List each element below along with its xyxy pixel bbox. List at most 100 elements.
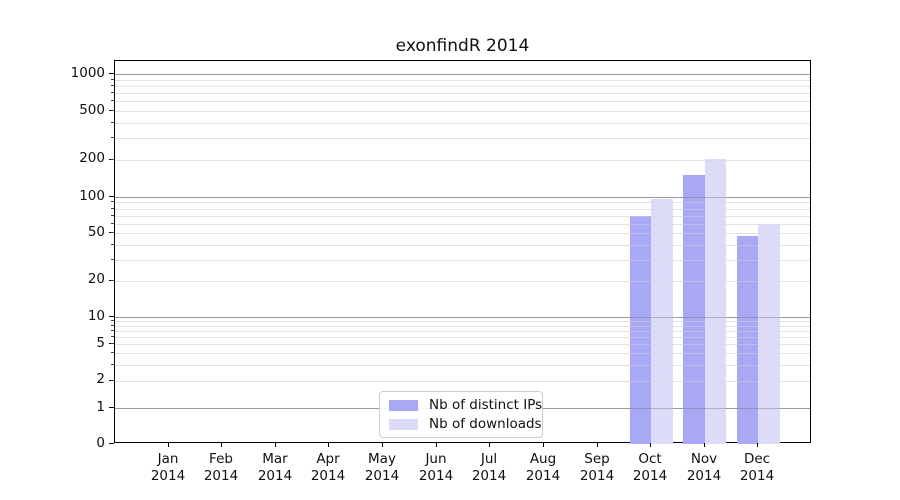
gridline-minor xyxy=(115,353,810,354)
gridline-minor xyxy=(115,245,810,246)
x-tick-mark xyxy=(436,443,437,447)
x-tick-label: Nov 2014 xyxy=(686,451,722,484)
y-tick-mark-minor xyxy=(111,85,114,86)
y-tick-mark-minor xyxy=(111,110,114,111)
y-tick-mark-minor xyxy=(111,352,114,353)
gridline-minor xyxy=(115,216,810,217)
gridline-major xyxy=(115,74,810,75)
gridline-minor xyxy=(115,344,810,345)
y-tick-mark-minor xyxy=(111,122,114,123)
gridline-minor xyxy=(115,111,810,112)
x-tick-mark xyxy=(221,443,222,447)
y-tick-mark-minor xyxy=(111,364,114,365)
gridline-major xyxy=(115,317,810,318)
gridline-minor xyxy=(115,344,810,345)
bar-downloads-nov xyxy=(704,158,727,444)
gridline-minor xyxy=(115,281,810,282)
y-tick-label: 0 xyxy=(96,435,105,451)
gridline-minor xyxy=(115,160,810,161)
x-tick-mark xyxy=(543,443,544,447)
y-tick-mark-minor xyxy=(111,92,114,93)
x-tick-mark xyxy=(597,443,598,447)
gridline-minor xyxy=(115,281,810,282)
y-tick-mark-minor xyxy=(111,79,114,80)
x-tick-label: Sep 2014 xyxy=(579,451,615,484)
gridline-major xyxy=(115,317,810,318)
y-tick-label: 1000 xyxy=(70,65,105,81)
gridlines-overlay xyxy=(115,61,810,442)
gridline-minor xyxy=(115,365,810,366)
gridline-minor xyxy=(115,233,810,234)
y-tick-mark-minor xyxy=(111,201,114,202)
gridline-minor xyxy=(115,337,810,338)
gridline-minor xyxy=(115,216,810,217)
gridline-minor xyxy=(115,321,810,322)
x-tick-label: Jun 2014 xyxy=(418,451,454,484)
bar-distinct-ips-oct xyxy=(629,215,652,444)
gridlines-layer xyxy=(115,61,810,442)
y-tick-label: 5 xyxy=(96,335,105,351)
gridline-minor xyxy=(115,233,810,234)
gridline-minor xyxy=(115,260,810,261)
legend-swatch-downloads-icon xyxy=(389,418,418,430)
gridline-minor xyxy=(115,138,810,139)
gridline-major xyxy=(115,197,810,198)
bar-downloads-dec xyxy=(758,223,780,444)
bar-downloads-oct xyxy=(651,199,673,444)
x-tick-mark xyxy=(275,443,276,447)
legend-item-downloads: Nb of downloads xyxy=(389,416,542,432)
y-tick-label: 100 xyxy=(79,188,105,204)
bar-distinct-ips-nov xyxy=(683,175,705,444)
gridline-minor xyxy=(115,160,810,161)
gridline-minor xyxy=(115,245,810,246)
y-tick-label: 2 xyxy=(96,371,105,387)
gridline-minor xyxy=(115,209,810,210)
x-tick-mark xyxy=(168,443,169,447)
x-tick-mark xyxy=(757,443,758,447)
x-tick-label: Aug 2014 xyxy=(525,451,561,484)
gridline-minor xyxy=(115,381,810,382)
y-tick-mark xyxy=(109,407,114,408)
gridline-minor xyxy=(115,337,810,338)
gridline-minor xyxy=(115,224,810,225)
y-tick-mark-minor xyxy=(111,137,114,138)
y-tick-mark-minor xyxy=(111,159,114,160)
y-tick-mark xyxy=(109,196,114,197)
x-tick-label: Oct 2014 xyxy=(632,451,668,484)
gridline-minor xyxy=(115,321,810,322)
x-tick-label: Jul 2014 xyxy=(471,451,507,484)
y-tick-mark-minor xyxy=(111,215,114,216)
plot-area xyxy=(114,60,811,444)
gridline-minor xyxy=(115,93,810,94)
legend-label-distinct-ips: Nb of distinct IPs xyxy=(429,396,543,413)
gridline-minor xyxy=(115,101,810,102)
gridline-minor xyxy=(115,123,810,124)
gridline-minor xyxy=(115,326,810,327)
y-tick-mark-minor xyxy=(111,330,114,331)
x-tick-label: Dec 2014 xyxy=(739,451,775,484)
gridline-minor xyxy=(115,101,810,102)
y-tick-mark-minor xyxy=(111,380,114,381)
x-tick-label: Apr 2014 xyxy=(310,451,346,484)
y-tick-mark-minor xyxy=(111,343,114,344)
bars-layer xyxy=(115,61,810,444)
y-tick-mark-minor xyxy=(111,100,114,101)
y-tick-mark xyxy=(109,73,114,74)
gridline-minor xyxy=(115,86,810,87)
y-tick-mark xyxy=(109,443,114,444)
y-tick-mark-minor xyxy=(111,244,114,245)
legend-label-downloads: Nb of downloads xyxy=(429,415,542,432)
legend-item-distinct-ips: Nb of distinct IPs xyxy=(389,397,542,413)
legend: Nb of distinct IPs Nb of downloads xyxy=(379,391,543,438)
y-tick-mark xyxy=(109,316,114,317)
gridline-major xyxy=(115,197,810,198)
gridline-minor xyxy=(115,80,810,81)
gridline-minor xyxy=(115,202,810,203)
y-tick-label: 20 xyxy=(87,271,105,287)
x-tick-mark xyxy=(704,443,705,447)
y-tick-label: 10 xyxy=(87,308,105,324)
y-tick-label: 500 xyxy=(79,102,105,118)
x-tick-mark xyxy=(650,443,651,447)
y-tick-mark-minor xyxy=(111,320,114,321)
gridline-minor xyxy=(115,224,810,225)
